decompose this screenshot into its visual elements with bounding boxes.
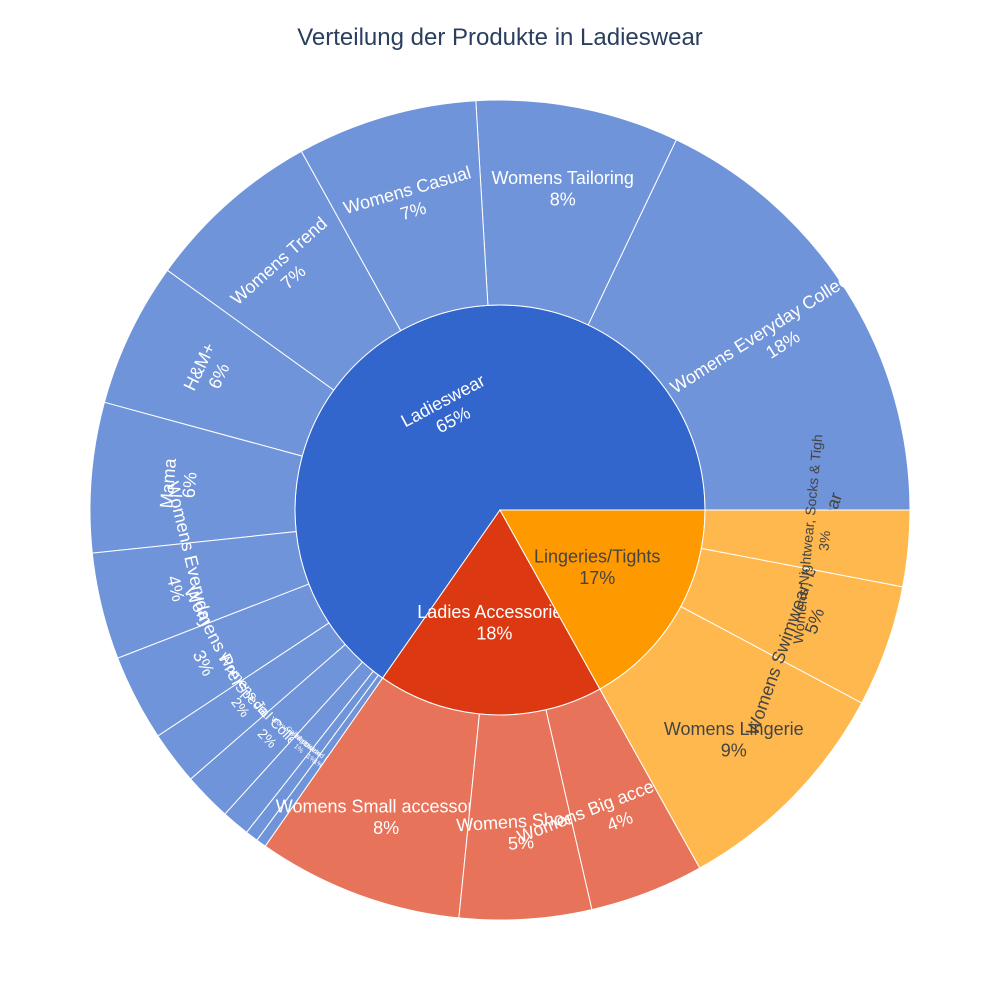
segment-womens-trend[interactable]: Womens Trend7%	[166, 150, 402, 391]
label-womens-lingerie: Womens Lingerie 9%	[664, 719, 804, 761]
wedge-womens-nightwear-socks-tigh[interactable]	[700, 509, 911, 588]
segment-mama[interactable]: Mama6%	[89, 401, 303, 554]
label-mama: Mama6%	[156, 457, 202, 511]
segment-womens-lingerie[interactable]: Womens Lingerie 9%	[599, 605, 863, 869]
label-ladies-accessories: Ladies Accessories 18%	[417, 602, 571, 644]
segment-womens-shoes[interactable]: Womens Shoes5%	[456, 709, 593, 921]
segment-womens-casual[interactable]: Womens Casual7%	[300, 100, 489, 332]
segment-womens-tailoring[interactable]: Womens Tailoring 8%	[475, 99, 677, 326]
label-womens-tailoring: Womens Tailoring 8%	[492, 168, 634, 210]
label-womens-small-accessories: Womens Small accessories 8%	[276, 797, 497, 839]
segment-h-m[interactable]: H&M+6%	[103, 269, 335, 457]
segment-womens-small-accessories[interactable]: Womens Small accessories 8%	[264, 677, 497, 919]
segment-ladies-accessories[interactable]: Ladies Accessories 18%	[381, 509, 601, 716]
chart-title: Verteilung der Produkte in Ladieswear	[297, 24, 703, 51]
segment-womens-everyday-collection[interactable]: Womens Everyday Collection18%	[587, 139, 911, 511]
wedge-womens-everyday-collection[interactable]	[587, 139, 911, 511]
label-lingeries-tights: Lingeries/Tights 17%	[534, 547, 660, 589]
